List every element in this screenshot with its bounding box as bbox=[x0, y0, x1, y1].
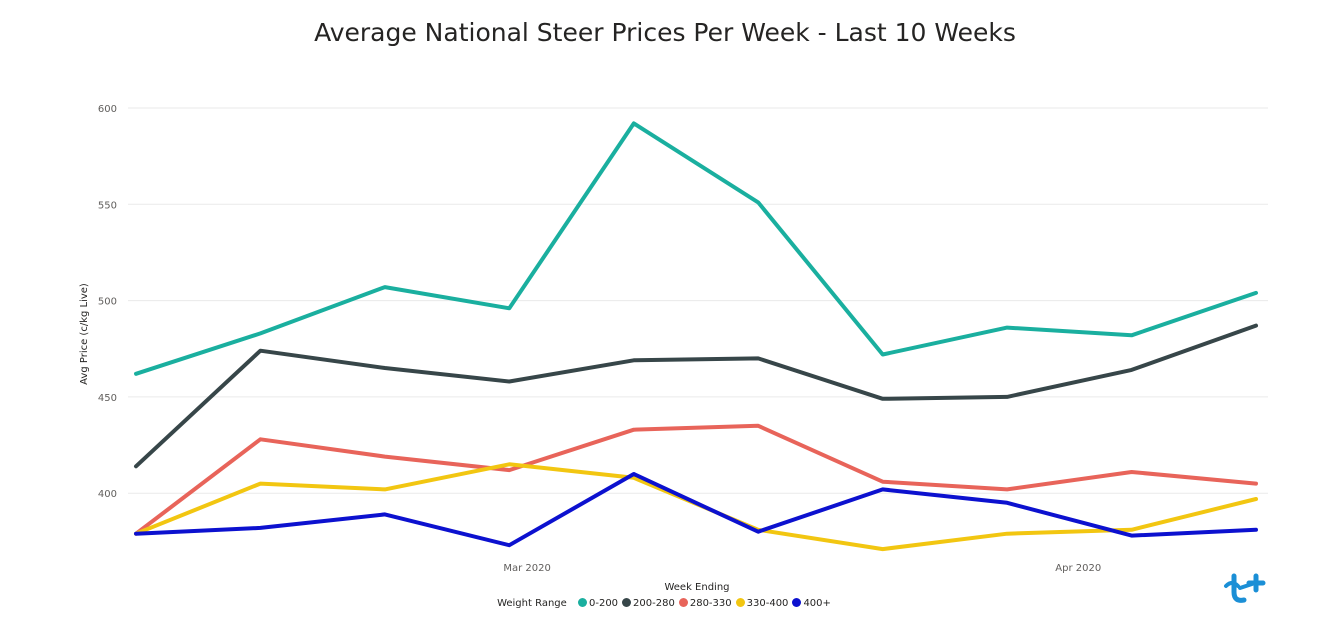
legend-label: 0-200 bbox=[588, 598, 619, 609]
legend-label: 330-400 bbox=[746, 598, 789, 609]
series-line-400+[interactable] bbox=[134, 472, 1258, 548]
legend-marker-icon bbox=[792, 598, 802, 607]
legend-item-330-400[interactable]: 330-400 bbox=[735, 598, 789, 609]
y-tick-label: 550 bbox=[98, 200, 117, 211]
y-axis-tick-labels: 400 450 500 550 600 bbox=[98, 104, 117, 500]
chart-title: Average National Steer Prices Per Week -… bbox=[314, 18, 1016, 47]
legend-item-200-280[interactable]: 200-280 bbox=[622, 598, 675, 609]
legend-marker-icon bbox=[678, 598, 688, 607]
x-tick-label: Apr 2020 bbox=[1055, 563, 1101, 574]
legend-item-400+[interactable]: 400+ bbox=[792, 598, 831, 609]
y-tick-label: 500 bbox=[98, 297, 117, 308]
y-tick-label: 600 bbox=[98, 104, 117, 115]
x-tick-label: Mar 2020 bbox=[503, 563, 551, 574]
legend-label: 280-330 bbox=[689, 598, 732, 609]
brand-logo-icon bbox=[1224, 573, 1266, 603]
legend-label: 400+ bbox=[803, 598, 831, 609]
x-axis-title: Week Ending bbox=[664, 582, 729, 593]
legend-item-0-200[interactable]: 0-200 bbox=[577, 598, 619, 609]
legend: Weight Range 0-200 200-280 280-330 330-400 4… bbox=[0, 598, 1330, 609]
legend-marker-icon bbox=[622, 598, 632, 607]
legend-item-280-330[interactable]: 280-330 bbox=[678, 598, 732, 609]
legend-label: 200-280 bbox=[633, 598, 675, 609]
legend-marker-icon bbox=[735, 598, 745, 607]
series-line-0-200[interactable] bbox=[134, 121, 1258, 376]
legend-items: 0-200 200-280 280-330 330-400 400+ bbox=[576, 598, 833, 609]
series-lines bbox=[134, 121, 1258, 552]
y-tick-label: 450 bbox=[98, 393, 117, 404]
y-tick-label: 400 bbox=[98, 489, 117, 500]
x-axis-tick-labels: Mar 2020 Apr 2020 bbox=[503, 563, 1101, 574]
y-axis-title: Avg Price (c/kg Live) bbox=[79, 283, 90, 385]
legend-marker-icon bbox=[577, 598, 587, 607]
gridlines bbox=[128, 107, 1268, 494]
series-line-200-280[interactable] bbox=[134, 323, 1258, 469]
legend-title: Weight Range bbox=[497, 598, 567, 609]
series-line-280-330[interactable] bbox=[134, 423, 1258, 536]
